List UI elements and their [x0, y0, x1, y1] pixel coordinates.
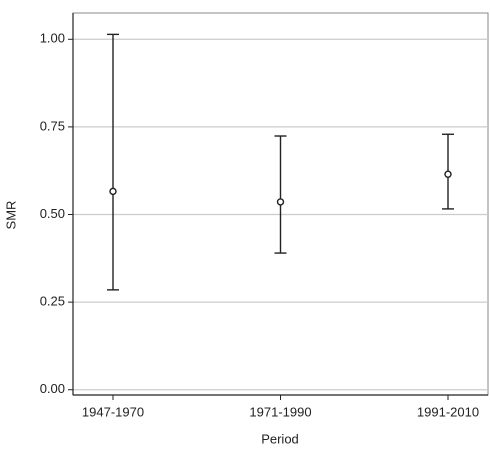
- y-tick-label: 0.25: [40, 294, 65, 309]
- y-tick-label: 0.50: [40, 206, 65, 221]
- y-tick-label: 0.75: [40, 118, 65, 133]
- x-tick-label: 1991-2010: [417, 404, 479, 419]
- x-tick-label: 1971-1990: [249, 404, 311, 419]
- x-axis-label: Period: [261, 431, 299, 446]
- x-tick-label: 1947-1970: [82, 404, 144, 419]
- point: [276, 198, 285, 206]
- point: [109, 187, 117, 196]
- y-axis-label: SMR: [3, 201, 18, 230]
- y-tick-label: 1.00: [40, 31, 65, 46]
- point: [444, 170, 452, 178]
- y-tick-label: 0.00: [40, 381, 65, 396]
